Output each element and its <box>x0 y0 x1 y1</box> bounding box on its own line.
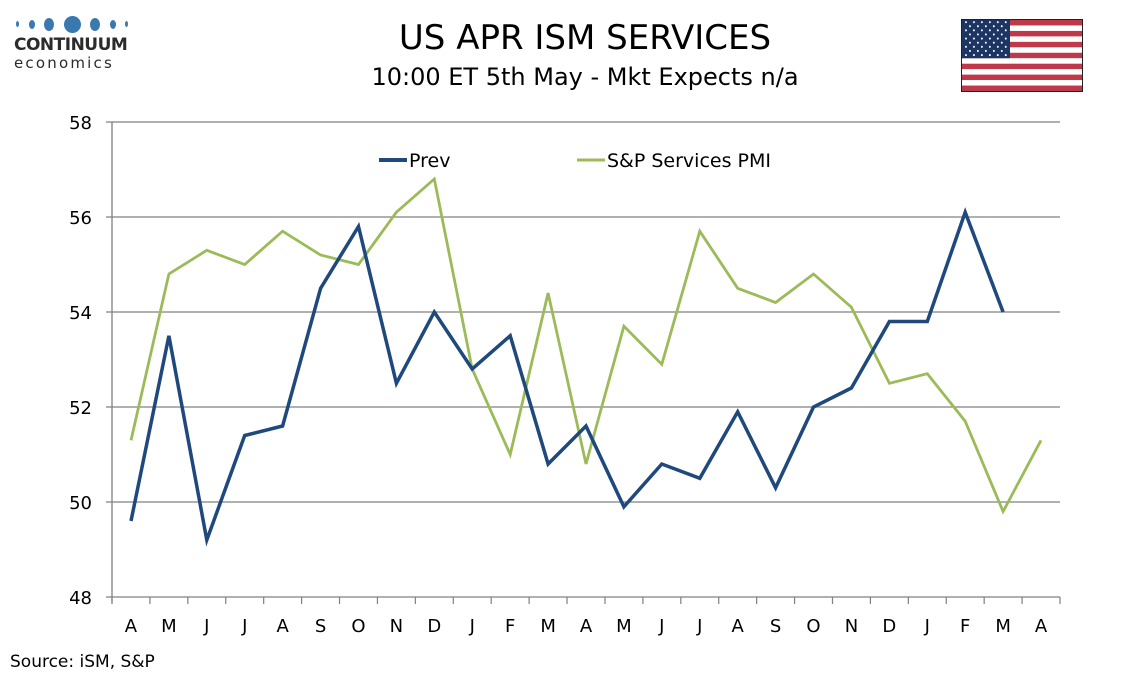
x-tick-label: S <box>770 616 781 637</box>
x-tick-label: S <box>315 616 326 637</box>
y-tick-label: 54 <box>69 303 92 324</box>
legend-label: Prev <box>409 150 450 172</box>
x-tick-label: J <box>241 616 247 637</box>
x-tick-label: J <box>469 616 475 637</box>
x-tick-label: M <box>995 616 1011 637</box>
y-tick-label: 48 <box>69 588 92 609</box>
x-tick-label: M <box>616 616 632 637</box>
x-tick-label: A <box>732 616 745 637</box>
x-tick-label: M <box>161 616 177 637</box>
series-line-prev <box>129 207 1005 547</box>
x-tick-label: M <box>540 616 556 637</box>
y-tick-label: 58 <box>69 113 92 134</box>
source-note: Source: iSM, S&P <box>10 652 155 672</box>
us-flag-icon <box>961 19 1083 92</box>
x-tick-label: J <box>696 616 702 637</box>
x-tick-label: F <box>505 616 515 637</box>
x-tick-label: O <box>351 616 365 637</box>
x-tick-label: A <box>1035 616 1048 637</box>
series-line-sp-services-pmi <box>129 176 1043 515</box>
logo-text-bottom: economics <box>14 54 114 72</box>
x-tick-label: A <box>580 616 593 637</box>
chart-title: US APR ISM SERVICES <box>398 18 772 58</box>
x-tick-label: N <box>845 616 858 637</box>
legend-label: S&P Services PMI <box>607 150 771 172</box>
logo-text-top: CONTINUUM <box>14 35 128 55</box>
x-tick-label: D <box>427 616 441 637</box>
x-tick-label: J <box>203 616 209 637</box>
x-tick-label: A <box>276 616 289 637</box>
x-tick-label: D <box>882 616 896 637</box>
company-logo: CONTINUUM economics <box>14 14 134 72</box>
chart-subtitle: 10:00 ET 5th May - Mkt Expects n/a <box>371 63 799 91</box>
x-tick-label: J <box>658 616 664 637</box>
x-tick-label: O <box>806 616 820 637</box>
x-tick-label: F <box>960 616 970 637</box>
x-tick-label: J <box>924 616 930 637</box>
logo-dots-icon <box>16 14 128 34</box>
y-tick-label: 56 <box>69 208 92 229</box>
x-tick-label: N <box>390 616 403 637</box>
x-tick-label: A <box>125 616 138 637</box>
y-tick-label: 52 <box>69 398 92 419</box>
y-tick-label: 50 <box>69 493 92 514</box>
